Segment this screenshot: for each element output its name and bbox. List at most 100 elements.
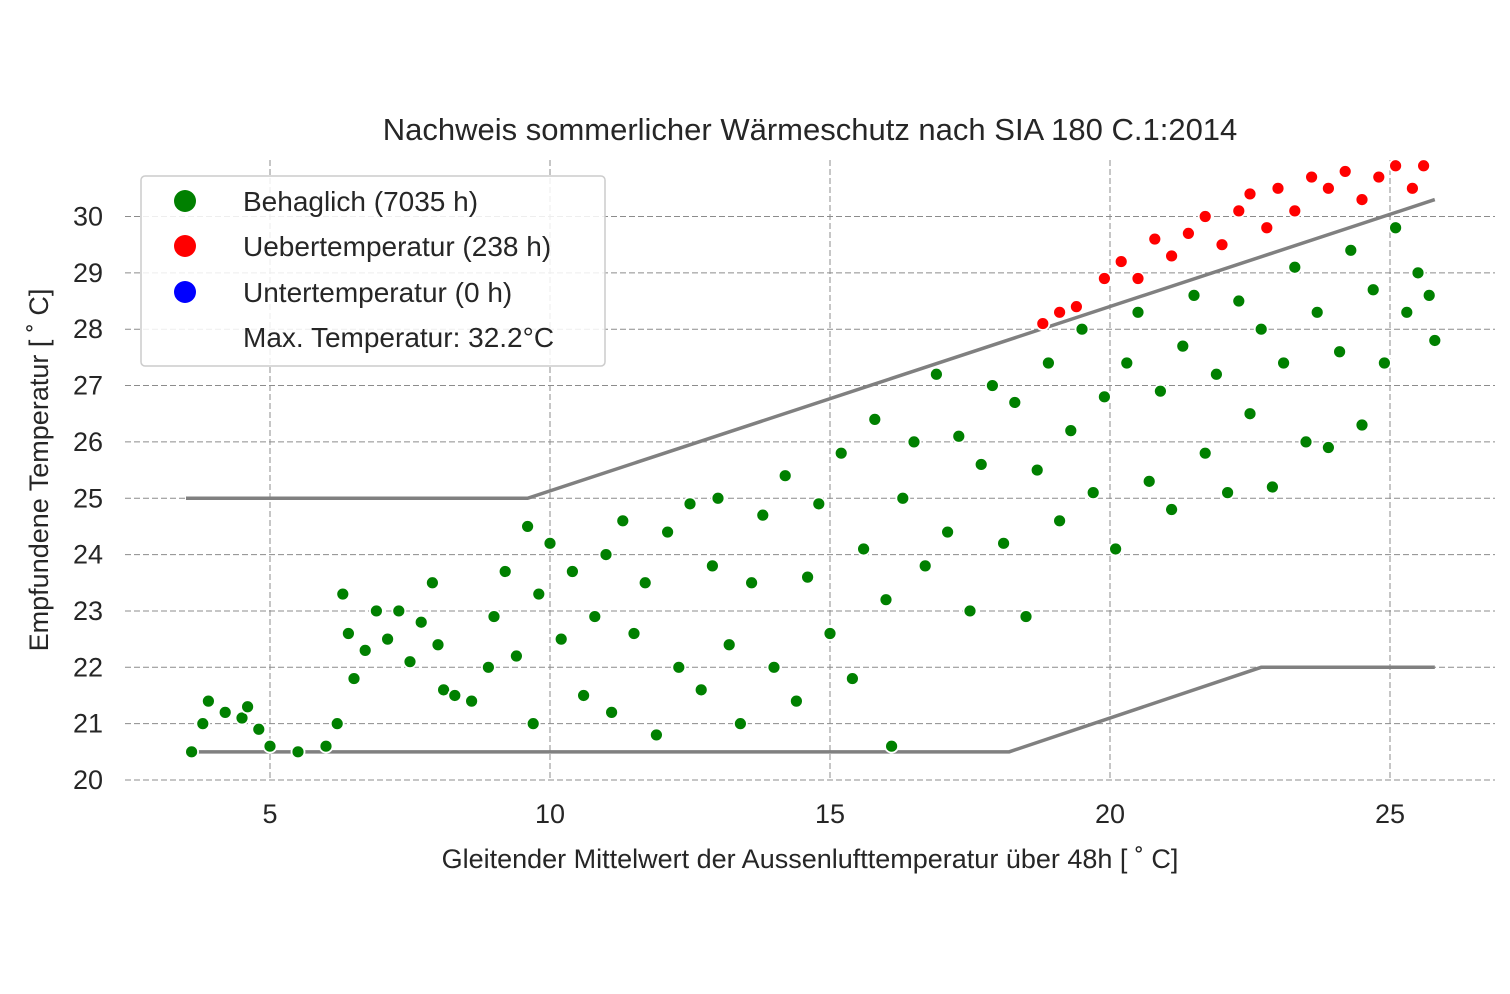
data-point bbox=[800, 569, 815, 585]
data-point bbox=[906, 434, 922, 450]
data-point bbox=[1041, 355, 1056, 371]
data-point bbox=[1298, 434, 1314, 450]
data-point bbox=[598, 547, 614, 562]
data-point bbox=[525, 716, 541, 732]
y-tick-label: 26 bbox=[73, 427, 103, 457]
data-point bbox=[1085, 485, 1101, 501]
data-point bbox=[822, 626, 838, 641]
data-point bbox=[878, 592, 894, 608]
data-point bbox=[1220, 485, 1235, 501]
data-point bbox=[951, 428, 967, 444]
data-point bbox=[867, 411, 883, 427]
data-point bbox=[424, 575, 440, 591]
data-point bbox=[200, 693, 216, 709]
data-point bbox=[811, 496, 827, 512]
data-point bbox=[733, 716, 748, 732]
data-point bbox=[1270, 180, 1286, 196]
y-tick-label: 27 bbox=[73, 371, 103, 401]
data-point bbox=[329, 716, 345, 732]
data-point bbox=[1421, 287, 1437, 303]
x-axis-label: Gleitender Mittelwert der Aussenlufttemp… bbox=[442, 844, 1179, 874]
data-point bbox=[895, 490, 911, 506]
data-point bbox=[480, 659, 496, 675]
data-point bbox=[755, 507, 771, 523]
data-point bbox=[637, 575, 653, 591]
data-point bbox=[705, 558, 720, 574]
tick-labels: 5 10 15 20 25 20 21 22 23 24 25 26 27 28 29 30 bbox=[73, 202, 1405, 830]
data-point bbox=[335, 586, 351, 602]
y-tick-label: 28 bbox=[73, 314, 103, 344]
data-point bbox=[1242, 186, 1258, 202]
data-point bbox=[447, 688, 463, 703]
data-point bbox=[565, 564, 580, 579]
data-point bbox=[1018, 609, 1034, 624]
data-point bbox=[340, 626, 356, 641]
data-point bbox=[1231, 203, 1247, 219]
data-point bbox=[649, 727, 664, 743]
data-point bbox=[1388, 220, 1403, 236]
data-point bbox=[682, 496, 698, 512]
x-tick-label: 15 bbox=[815, 799, 845, 829]
y-tick-label: 21 bbox=[73, 709, 103, 739]
data-point bbox=[1332, 344, 1347, 360]
legend-marker-uebertemperatur bbox=[174, 235, 196, 257]
data-point bbox=[391, 603, 407, 619]
data-point bbox=[497, 564, 513, 579]
data-point bbox=[710, 490, 726, 506]
data-point bbox=[1365, 282, 1381, 298]
legend-label-behaglich: Behaglich (7035 h) bbox=[243, 186, 478, 217]
legend-label-uebertemperatur: Uebertemperatur (238 h) bbox=[243, 231, 551, 262]
y-tick-label: 24 bbox=[73, 540, 103, 570]
data-point bbox=[973, 457, 989, 472]
data-point bbox=[1354, 192, 1370, 207]
data-point bbox=[1321, 180, 1336, 196]
data-point bbox=[1287, 203, 1303, 219]
data-point bbox=[531, 586, 547, 602]
data-point bbox=[576, 688, 591, 703]
data-point bbox=[940, 524, 955, 540]
data-point bbox=[1197, 445, 1213, 461]
data-point bbox=[1343, 242, 1359, 258]
data-point bbox=[346, 671, 362, 686]
data-point bbox=[413, 614, 429, 630]
data-point bbox=[1259, 220, 1275, 236]
data-point bbox=[1147, 231, 1163, 247]
data-point bbox=[789, 693, 804, 709]
data-point bbox=[1074, 321, 1090, 337]
x-tick-label: 20 bbox=[1095, 799, 1125, 829]
data-point bbox=[1388, 158, 1403, 174]
data-point bbox=[1029, 462, 1045, 478]
data-point bbox=[1253, 321, 1269, 337]
data-point bbox=[1242, 406, 1258, 422]
data-point bbox=[917, 558, 933, 574]
data-point bbox=[1377, 355, 1392, 371]
data-point bbox=[1113, 254, 1129, 269]
data-point bbox=[721, 637, 737, 653]
data-point bbox=[1175, 338, 1191, 354]
data-point bbox=[1153, 383, 1168, 399]
y-axis-label: Empfundene Temperatur [ ˚ C] bbox=[24, 289, 54, 652]
data-point bbox=[1164, 502, 1179, 517]
data-point bbox=[368, 603, 384, 619]
legend-box bbox=[140, 175, 606, 367]
data-point bbox=[962, 603, 978, 619]
data-point bbox=[1399, 304, 1415, 320]
data-point bbox=[693, 682, 709, 698]
data-point bbox=[1007, 395, 1023, 410]
data-point bbox=[1186, 287, 1202, 303]
data-point bbox=[1214, 237, 1230, 253]
data-point bbox=[217, 704, 233, 720]
data-point bbox=[766, 659, 782, 675]
scatter-points bbox=[184, 158, 1443, 760]
data-point bbox=[1141, 473, 1157, 489]
legend-label-max-temperatur: Max. Temperatur: 32.2°C bbox=[243, 322, 554, 353]
y-tick-label: 20 bbox=[73, 765, 103, 795]
data-point bbox=[1164, 248, 1179, 264]
data-point bbox=[929, 366, 944, 382]
data-point bbox=[1309, 304, 1325, 320]
y-tick-label: 29 bbox=[73, 258, 103, 288]
data-point bbox=[1052, 513, 1067, 529]
series-1 bbox=[1035, 158, 1431, 331]
data-point bbox=[402, 654, 418, 670]
upper-comfort-limit-line bbox=[186, 197, 1436, 500]
